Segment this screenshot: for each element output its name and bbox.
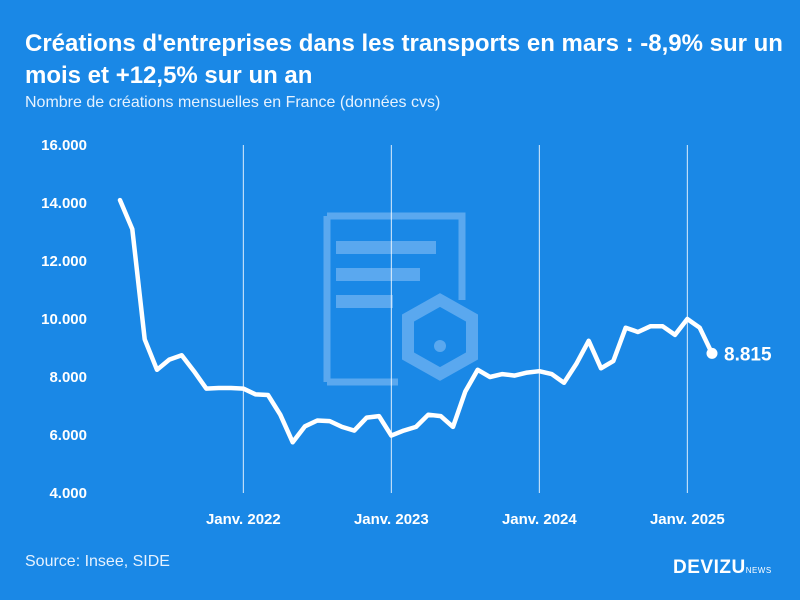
brand-logo: DEVIZUNEWS [673,557,772,579]
y-tick-label: 4.000 [49,485,87,502]
series-line [117,197,715,445]
y-tick-label: 6.000 [49,427,87,444]
chart-title: Créations d'entreprises dans les transpo… [25,30,783,89]
brand-sub: NEWS [745,566,772,575]
x-tick-label: Janv. 2025 [650,511,725,528]
y-tick-label: 16.000 [41,137,87,154]
document-gear-icon [323,212,478,386]
y-tick-label: 14.000 [41,195,87,212]
x-tick-label: Janv. 2022 [206,511,281,528]
x-tick-label: Janv. 2024 [502,511,577,528]
brand-name: DEVIZU [673,557,746,578]
y-tick-label: 8.000 [49,369,87,386]
y-tick-label: 12.000 [41,253,87,270]
chart-subtitle: Nombre de créations mensuelles en France… [25,94,441,111]
x-tick-label: Janv. 2023 [354,511,429,528]
source-note: Source: Insee, SIDE [25,553,170,570]
y-tick-label: 10.000 [41,311,87,328]
end-point-marker [706,347,718,359]
end-value-label: 8.815 [724,344,772,365]
